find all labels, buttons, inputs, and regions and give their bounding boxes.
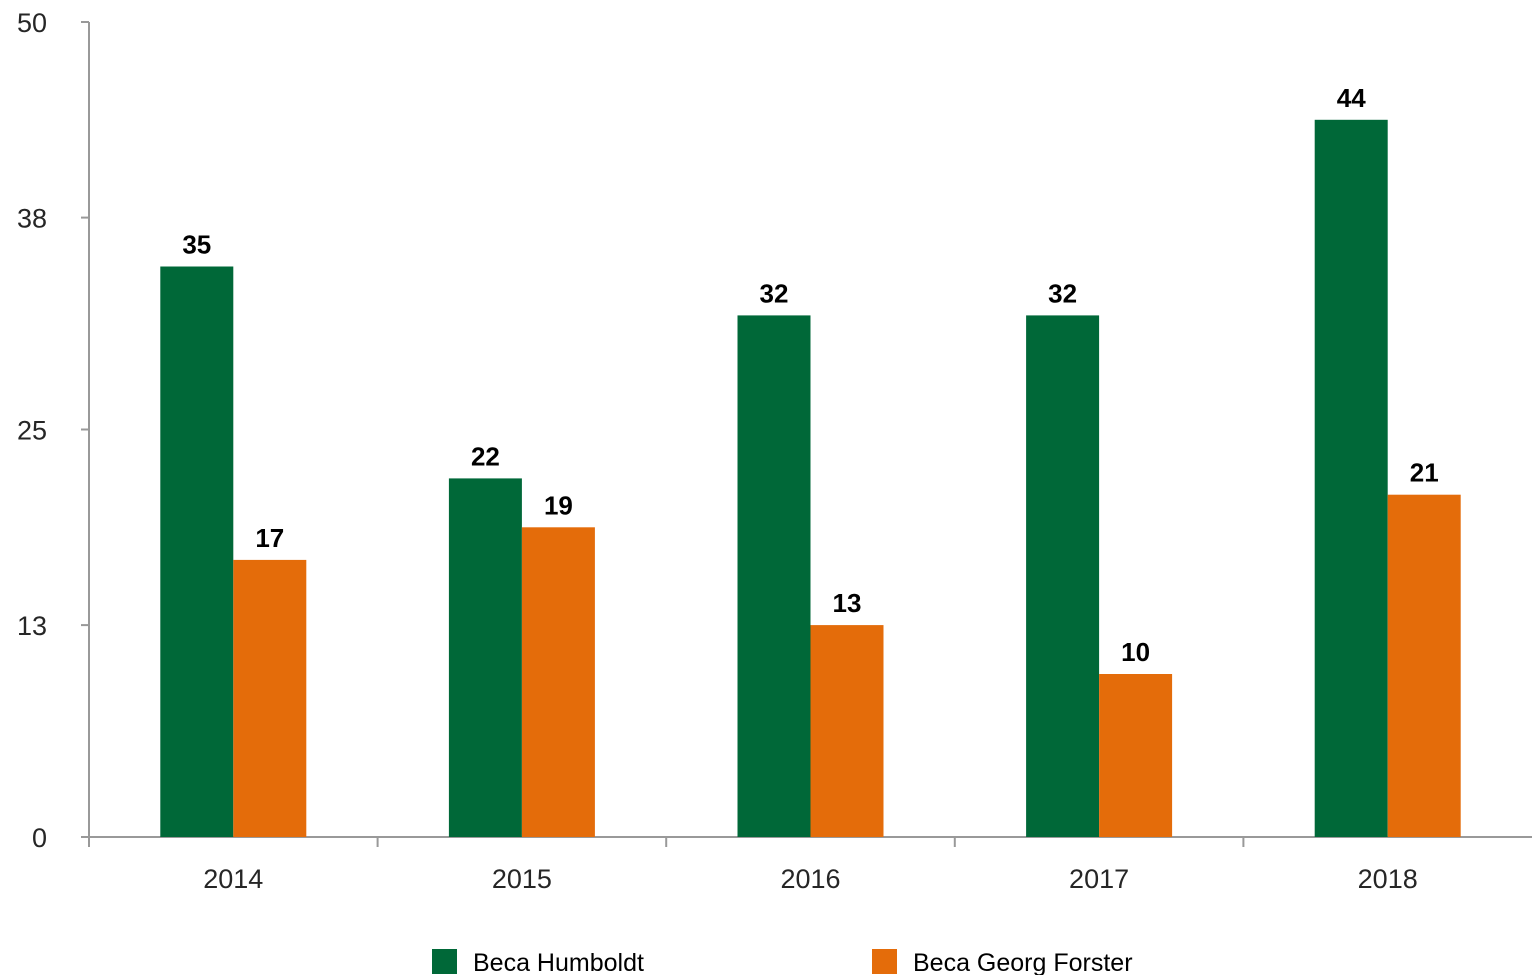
- data-labels: 35 17 22 19 32 13 32 10 44 21: [182, 83, 1438, 667]
- y-tick-label: 25: [17, 416, 47, 446]
- y-tick-label: 0: [32, 823, 47, 853]
- legend: Beca Humboldt Beca Georg Forster: [432, 949, 1133, 975]
- legend-swatch: [432, 949, 457, 974]
- y-axis: 0 13 25 38 50: [17, 8, 90, 853]
- bars: [160, 119, 1461, 838]
- x-tick-label: 2016: [780, 864, 840, 894]
- data-label: 44: [1337, 83, 1366, 113]
- x-axis: 2014 2015 2016 2017 2018: [88, 836, 1532, 894]
- bar-beca-georg-forster-2014: [233, 559, 307, 837]
- y-tick-label: 38: [17, 204, 47, 234]
- legend-swatch: [872, 949, 897, 974]
- bar-beca-georg-forster-2018: [1387, 494, 1461, 837]
- bar-beca-humboldt-2016: [737, 315, 811, 837]
- x-tick-label: 2018: [1358, 864, 1418, 894]
- y-tick-label: 13: [17, 611, 47, 641]
- y-tick-label: 50: [17, 8, 47, 38]
- bar-beca-humboldt-2014: [160, 266, 234, 837]
- data-label: 22: [471, 441, 500, 471]
- data-label: 10: [1121, 637, 1150, 667]
- bar-beca-humboldt-2015: [448, 478, 522, 837]
- data-label: 32: [1048, 278, 1077, 308]
- x-tick-label: 2015: [492, 864, 552, 894]
- data-label: 21: [1410, 458, 1439, 488]
- data-label: 35: [182, 230, 211, 260]
- bar-beca-humboldt-2017: [1026, 315, 1100, 837]
- bar-beca-georg-forster-2015: [521, 527, 595, 837]
- data-label: 19: [544, 490, 573, 520]
- x-tick-label: 2014: [203, 864, 263, 894]
- legend-label: Beca Humboldt: [473, 949, 644, 975]
- data-label: 13: [833, 588, 862, 618]
- data-label: 17: [255, 523, 284, 553]
- bar-beca-humboldt-2018: [1314, 119, 1388, 838]
- legend-label: Beca Georg Forster: [913, 949, 1133, 975]
- data-label: 32: [760, 278, 789, 308]
- bar-beca-georg-forster-2017: [1099, 674, 1173, 837]
- x-tick-label: 2017: [1069, 864, 1129, 894]
- bar-beca-georg-forster-2016: [810, 625, 884, 837]
